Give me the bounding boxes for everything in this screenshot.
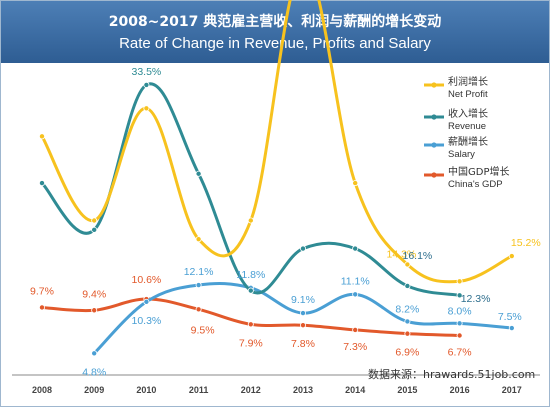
- data-label: 8.0%: [448, 305, 472, 317]
- series-line-0: [40, 0, 514, 284]
- data-point: [39, 133, 46, 140]
- data-point: [91, 350, 98, 357]
- data-label: 10.6%: [132, 274, 162, 286]
- data-point: [404, 318, 411, 325]
- x-tick-label: 2011: [189, 385, 209, 395]
- data-point: [143, 105, 150, 112]
- legend-label-zh: 中国GDP增长: [448, 165, 509, 178]
- legend-label-zh: 利润增长: [448, 75, 488, 88]
- x-tick-label: 2008: [32, 385, 52, 395]
- data-point: [404, 330, 411, 337]
- x-tick-label: 2017: [502, 385, 522, 395]
- x-tick-label: 2012: [241, 385, 261, 395]
- series-line-1: [40, 82, 462, 297]
- legend-label-en: Salary: [448, 149, 475, 160]
- x-tick-label: 2014: [345, 385, 365, 395]
- x-tick-label: 2016: [450, 385, 470, 395]
- data-point: [247, 321, 254, 328]
- data-point: [456, 278, 463, 285]
- data-point: [508, 253, 515, 260]
- data-point: [143, 81, 150, 88]
- data-point: [247, 287, 254, 294]
- data-point: [195, 282, 202, 289]
- legend-label-en: Revenue: [448, 121, 486, 132]
- legend-marker: [431, 172, 437, 178]
- data-label: 11.1%: [341, 275, 370, 287]
- data-point: [247, 217, 254, 224]
- data-point: [299, 322, 306, 329]
- data-label: 6.7%: [448, 347, 472, 359]
- data-source: 数据来源：hrawards.51job.com: [368, 368, 536, 381]
- legend-marker: [431, 142, 437, 148]
- data-label: 12.3%: [461, 293, 491, 305]
- data-label: 7.8%: [291, 338, 315, 350]
- data-point: [404, 282, 411, 289]
- x-tick-label: 2013: [293, 385, 313, 395]
- data-point: [39, 304, 46, 311]
- legend-marker: [431, 114, 437, 120]
- data-point: [299, 310, 306, 317]
- data-point: [456, 292, 463, 299]
- data-point: [195, 306, 202, 313]
- data-point: [404, 261, 411, 268]
- data-label: 4.8%: [82, 366, 106, 378]
- data-point: [299, 245, 306, 252]
- x-tick-label: 2015: [397, 385, 417, 395]
- data-label: 7.3%: [343, 341, 367, 353]
- data-point: [352, 245, 359, 252]
- data-point: [352, 291, 359, 298]
- legend-marker: [431, 82, 437, 88]
- data-label: 11.8%: [236, 269, 265, 281]
- data-label: 14.3%: [387, 248, 417, 260]
- chart-header: 2008~2017 典范雇主营收、利润与薪酬的增长变动 Rate of Chan…: [1, 1, 549, 63]
- data-point: [195, 170, 202, 177]
- data-label: 7.9%: [239, 337, 263, 349]
- legend-label-en: Net Profit: [448, 89, 488, 100]
- data-label: 6.9%: [395, 347, 419, 359]
- chart-title-en: Rate of Change in Revenue, Profits and S…: [119, 35, 431, 52]
- data-label: 8.2%: [395, 303, 419, 315]
- legend-label-en: China's GDP: [448, 179, 503, 190]
- data-point: [195, 236, 202, 243]
- data-label: 9.7%: [30, 285, 54, 297]
- data-label: 9.4%: [82, 288, 106, 300]
- data-label: 15.2%: [511, 237, 541, 249]
- data-point: [508, 325, 515, 332]
- data-label: 7.5%: [498, 311, 522, 323]
- legend-label-zh: 薪酬增长: [448, 135, 488, 148]
- data-label: 9.1%: [291, 294, 315, 306]
- data-point: [91, 217, 98, 224]
- data-point: [91, 226, 98, 233]
- data-point: [456, 332, 463, 339]
- chart-title-zh: 2008~2017 典范雇主营收、利润与薪酬的增长变动: [108, 14, 442, 30]
- data-label: 12.1%: [184, 266, 214, 278]
- data-point: [352, 326, 359, 333]
- data-label: 16.1%: [403, 250, 433, 262]
- x-tick-label: 2009: [84, 385, 104, 395]
- data-point: [143, 298, 150, 305]
- data-label: 33.5%: [132, 66, 162, 78]
- data-label: 9.5%: [191, 324, 215, 336]
- x-tick-label: 2010: [136, 385, 156, 395]
- data-label: 10.3%: [132, 315, 162, 327]
- data-point: [91, 307, 98, 314]
- data-point: [456, 320, 463, 327]
- data-point: [352, 180, 359, 187]
- data-point: [39, 180, 46, 187]
- legend-label-zh: 收入增长: [448, 107, 488, 120]
